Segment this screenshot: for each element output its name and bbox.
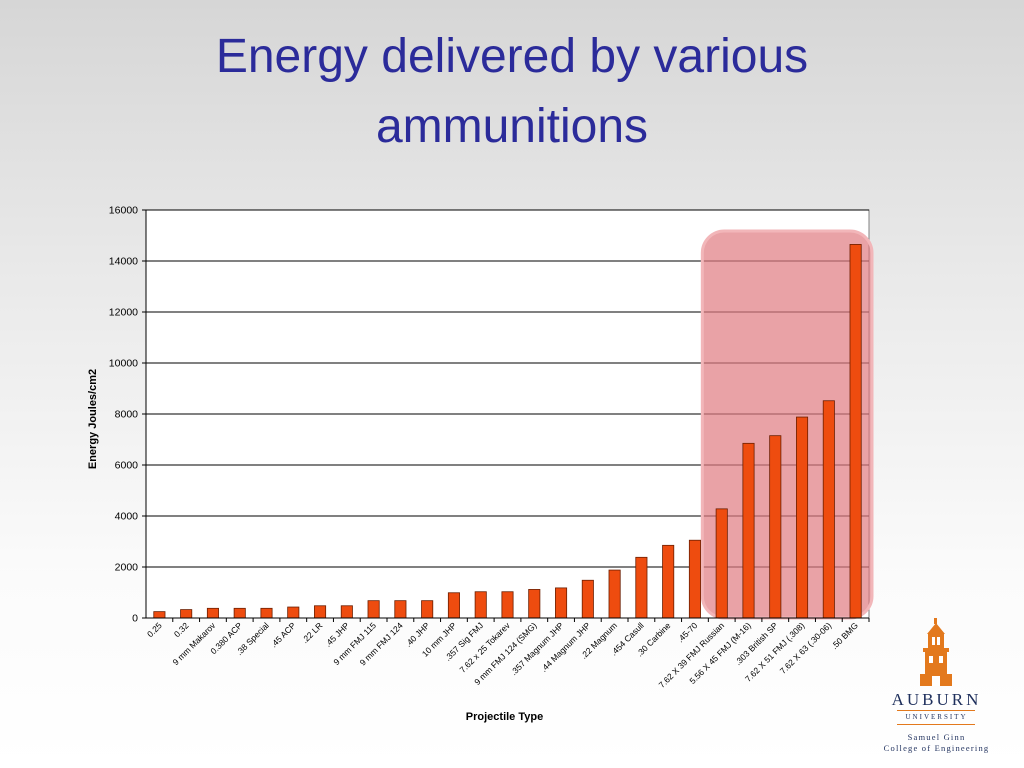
bar (153, 611, 166, 619)
logo-college-line-2: College of Engineering (883, 743, 990, 753)
slide-title-line-1: Energy delivered by various (215, 30, 809, 83)
bar (635, 556, 648, 619)
y-axis-title: Energy Joules/cm2 (87, 369, 99, 469)
bar (662, 544, 675, 619)
bar (849, 244, 862, 619)
x-tick-label: .45 ACP (269, 620, 298, 649)
bar (206, 607, 219, 619)
bar (769, 435, 782, 619)
logo-university: UNIVERSITY (905, 713, 968, 721)
logo-college-line-1: Samuel Ginn (907, 732, 966, 742)
y-tick-label: 2000 (115, 562, 139, 574)
x-tick-label: .45-70 (675, 620, 699, 644)
tower-icon (920, 618, 952, 686)
y-tick-label: 14000 (109, 256, 138, 268)
logo-rule-bottom (897, 724, 975, 725)
y-tick-label: 10000 (109, 358, 138, 370)
bar (528, 589, 541, 619)
bar (394, 600, 407, 619)
bar (501, 591, 514, 619)
x-tick-label: .22 LR (300, 620, 325, 645)
bar (796, 416, 809, 619)
bar (287, 606, 300, 619)
x-tick-label: 0.32 (172, 620, 191, 639)
bar (314, 605, 327, 619)
y-tick-label: 6000 (115, 460, 139, 472)
slide-title: Energy delivered by various ammunitions (112, 22, 912, 162)
y-tick-label: 16000 (109, 205, 138, 217)
bar (421, 600, 434, 619)
bar (822, 400, 835, 619)
slide-title-line-2: ammunitions (375, 100, 649, 153)
bar (715, 508, 728, 619)
bar (233, 607, 246, 619)
bar (367, 600, 380, 619)
y-tick-label: 12000 (109, 307, 138, 319)
bar (608, 569, 621, 619)
logo-wordmark: AUBURN (891, 690, 982, 709)
bar (688, 539, 701, 619)
bar (447, 592, 460, 619)
y-tick-label: 8000 (115, 409, 139, 421)
y-tick-label: 0 (132, 613, 138, 625)
bar (474, 591, 487, 619)
x-tick-label: .50 BMG (829, 620, 860, 651)
bar (180, 609, 193, 619)
bar (555, 587, 568, 619)
auburn-logo: AUBURN UNIVERSITY Samuel Ginn College of… (864, 618, 1009, 758)
x-axis-title: Projectile Type (466, 711, 543, 723)
x-tick-label: 0.25 (145, 620, 164, 639)
bar (742, 442, 755, 619)
y-tick-label: 4000 (115, 511, 139, 523)
bar (340, 605, 353, 619)
bar (581, 579, 594, 619)
logo-rule-top (897, 710, 975, 711)
bar (260, 607, 273, 619)
x-tick-label: 7.62 X 63 (.30-06) (778, 620, 834, 676)
highlight-region (700, 229, 874, 620)
